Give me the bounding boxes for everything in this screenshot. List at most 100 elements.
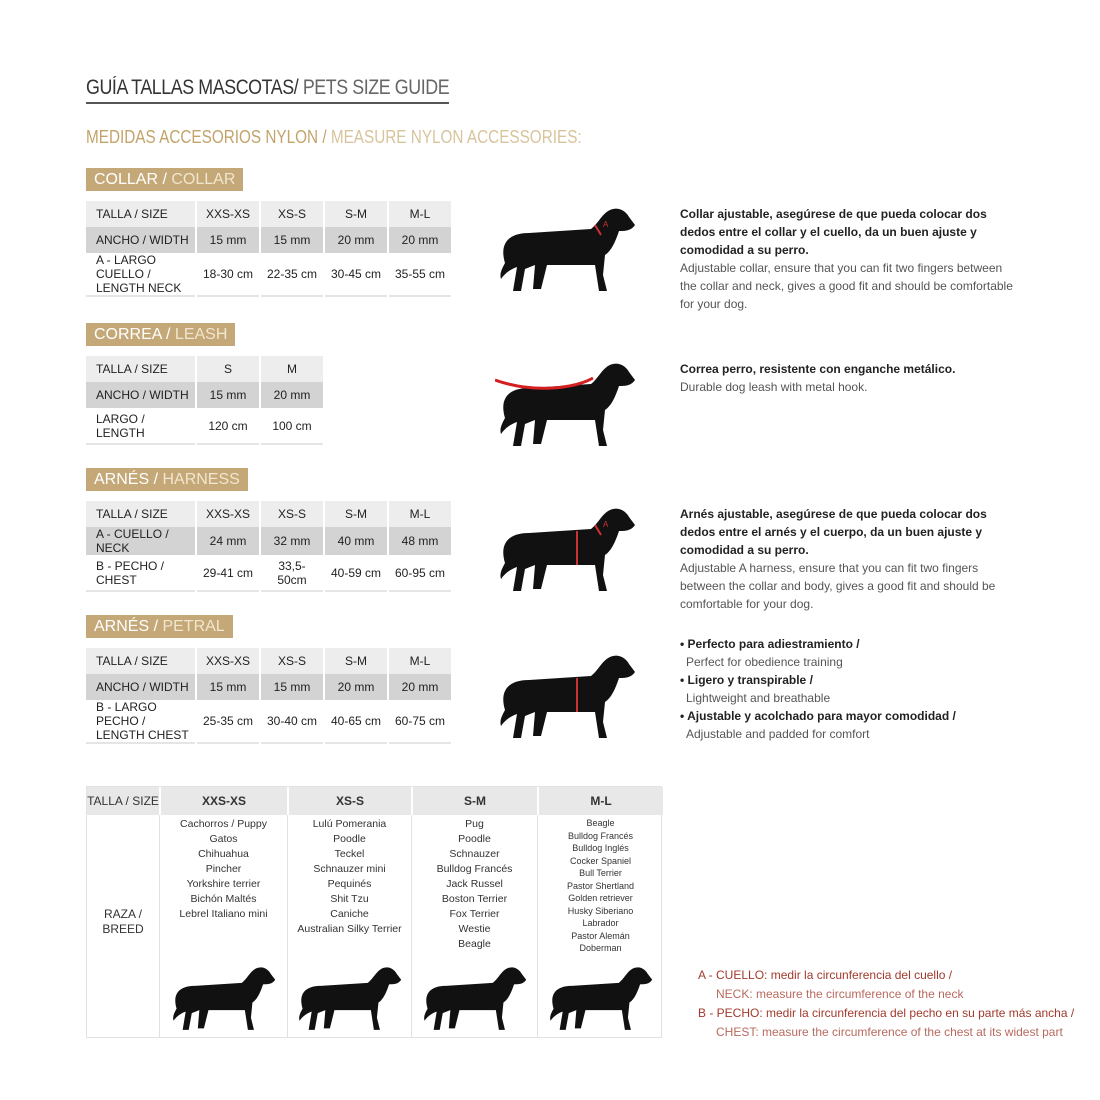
- table-row: ANCHO / WIDTH 15 mm 15 mm 20 mm 20 mm: [86, 674, 453, 700]
- table-cell: 30-40 cm: [260, 700, 325, 743]
- table-cell: B - LARGO PECHO / LENGTH CHEST: [86, 700, 197, 743]
- table-cell: XXS-XS: [196, 201, 261, 227]
- breed-item: Caniche: [330, 908, 369, 920]
- table-cell: 35-55 cm: [388, 253, 453, 296]
- table-cell: M-L: [388, 501, 453, 527]
- breed-column: Cachorros / Puppy Gatos Chihuahua Pincher Yo…: [159, 815, 287, 1037]
- title-es: GUÍA TALLAS MASCOTAS/: [86, 76, 299, 99]
- table-cell: 40-59 cm: [324, 555, 389, 591]
- table-cell: M: [260, 356, 325, 382]
- table-cell: XS-S: [260, 501, 325, 527]
- page-title: GUÍA TALLAS MASCOTAS/ PETS SIZE GUIDE: [86, 76, 450, 104]
- table-cell: A - LARGO CUELLO / LENGTH NECK: [86, 253, 197, 296]
- breed-item: Pug: [465, 818, 484, 830]
- breed-item: Pastor Alemán: [571, 930, 630, 941]
- table-cell: XS-S: [260, 648, 325, 674]
- breed-item: Gatos: [209, 833, 238, 845]
- table-cell: 18-30 cm: [196, 253, 261, 296]
- animal-silhouette-icon: [173, 967, 276, 1030]
- table-cell: 24 mm: [196, 527, 261, 555]
- table-cell: S-M: [324, 201, 389, 227]
- breed-item: Yorkshire terrier: [186, 878, 261, 890]
- table-cell: TALLA / SIZE: [86, 201, 197, 227]
- breed-item: Cocker Spaniel: [569, 855, 632, 866]
- breed-item: Boston Terrier: [441, 893, 508, 905]
- harness-table: TALLA / SIZE XXS-XS XS-S S-M M-L A - CUELLO /…: [86, 501, 453, 592]
- breed-item: Bulldog Inglés: [572, 843, 629, 853]
- breed-item: Beagle: [458, 938, 491, 950]
- animal-silhouette-icon: [299, 967, 402, 1030]
- breed-item: Bulldog Francés: [567, 830, 634, 841]
- table-cell: 33,5-50cm: [260, 555, 325, 591]
- table-cell: 15 mm: [196, 382, 261, 408]
- table-cell: 40-65 cm: [324, 700, 389, 743]
- table-cell: M-L: [388, 201, 453, 227]
- breed-item: Cachorros / Puppy: [180, 818, 267, 830]
- dog-silhouette-icon: [500, 655, 635, 738]
- leash-tag: CORREA / LEASH: [86, 323, 236, 346]
- note-chest-en: CHEST: measure the circumference of the …: [716, 1025, 1063, 1039]
- breed-item: Husky Siberiano: [567, 905, 634, 916]
- table-row: B - LARGO PECHO / LENGTH CHEST 25-35 cm 30…: [86, 700, 453, 743]
- breed-item: Fox Terrier: [449, 908, 500, 920]
- harness-tag: ARNÉS / HARNESS: [86, 468, 248, 491]
- breed-column: Pug Poodle Schnauzer Bulldog Francés Jack Ru…: [411, 815, 537, 1037]
- table-row: TALLA / SIZE S M: [86, 356, 325, 382]
- animal-silhouette-icon: [550, 967, 653, 1030]
- breed-item: Lulú Pomerania: [312, 818, 387, 830]
- breed-item: Poodle: [458, 833, 491, 845]
- table-cell: 20 mm: [324, 227, 389, 253]
- table-cell: ANCHO / WIDTH: [86, 382, 197, 408]
- breed-item: Westie: [458, 923, 491, 935]
- table-row: LARGO / LENGTH 120 cm 100 cm: [86, 408, 325, 444]
- table-cell: B - PECHO / CHEST: [86, 555, 197, 591]
- table-cell: S-M: [324, 501, 389, 527]
- petral-table: TALLA / SIZE XXS-XS XS-S S-M M-L ANCHO / WIDT…: [86, 648, 453, 744]
- leash-description: Correa perro, resistente con enganche me…: [680, 362, 956, 394]
- svg-text:A: A: [603, 220, 609, 229]
- dog-silhouette-icon: [495, 363, 635, 446]
- breed-item: Pastor Shertland: [566, 880, 635, 891]
- table-cell: 40 mm: [324, 527, 389, 555]
- table-cell: 100 cm: [260, 408, 325, 444]
- table-cell: 20 mm: [388, 674, 453, 700]
- breed-item: Doberman: [579, 943, 622, 953]
- table-cell: XXS-XS: [196, 501, 261, 527]
- note-chest-es: B - PECHO: medir la circunferencia del p…: [698, 1006, 1075, 1020]
- table-cell: 29-41 cm: [196, 555, 261, 591]
- table-cell: TALLA / SIZE: [86, 648, 197, 674]
- breed-item: Jack Russel: [446, 878, 503, 890]
- table-cell: TALLA / SIZE: [86, 501, 197, 527]
- breed-item: Shit Tzu: [330, 893, 369, 905]
- table-row: TALLA / SIZE XXS-XS XS-S S-M M-L: [86, 501, 453, 527]
- size-column-header: XS-S: [287, 787, 411, 815]
- breed-label: RAZA / BREED: [102, 907, 144, 936]
- size-column-header: S-M: [411, 787, 537, 815]
- breed-item: Pincher: [205, 863, 242, 875]
- table-cell: 48 mm: [388, 527, 453, 555]
- breed-item: Labrador: [582, 918, 619, 928]
- breed-item: Teckel: [334, 848, 365, 860]
- table-cell: 30-45 cm: [324, 253, 389, 296]
- collar-tag: COLLAR / COLLAR: [86, 168, 244, 191]
- subtitle-en: MEASURE NYLON ACCESSORIES:: [326, 127, 582, 147]
- table-row: ANCHO / WIDTH 15 mm 15 mm 20 mm 20 mm: [86, 227, 453, 253]
- breed-item: Lebrel Italiano mini: [179, 908, 268, 920]
- table-row: TALLA / SIZE XXS-XS XS-S S-M M-L: [86, 648, 453, 674]
- table-cell: 25-35 cm: [196, 700, 261, 743]
- table-cell: 20 mm: [260, 382, 325, 408]
- table-cell: LARGO / LENGTH: [86, 408, 197, 444]
- breed-item: Pequinés: [327, 878, 372, 890]
- breed-item: Golden retriever: [568, 893, 633, 903]
- collar-description: Collar ajustable, asegúrese de que pueda…: [680, 207, 1013, 311]
- breed-column: Beagle Bulldog Francés Bulldog Inglés Cocke…: [537, 815, 663, 1037]
- animal-silhouette-icon: [424, 967, 527, 1030]
- table-cell: XS-S: [260, 201, 325, 227]
- breed-item: Australian Silky Terrier: [297, 923, 402, 935]
- table-row: A - LARGO CUELLO / LENGTH NECK 18-30 cm 22…: [86, 253, 453, 296]
- size-label: TALLA / SIZE: [87, 787, 159, 815]
- table-cell: S: [196, 356, 261, 382]
- petral-features: • Perfecto para adiestramiento / Perfect …: [680, 637, 956, 741]
- table-cell: 22-35 cm: [260, 253, 325, 296]
- table-row: ANCHO / WIDTH 15 mm 20 mm: [86, 382, 325, 408]
